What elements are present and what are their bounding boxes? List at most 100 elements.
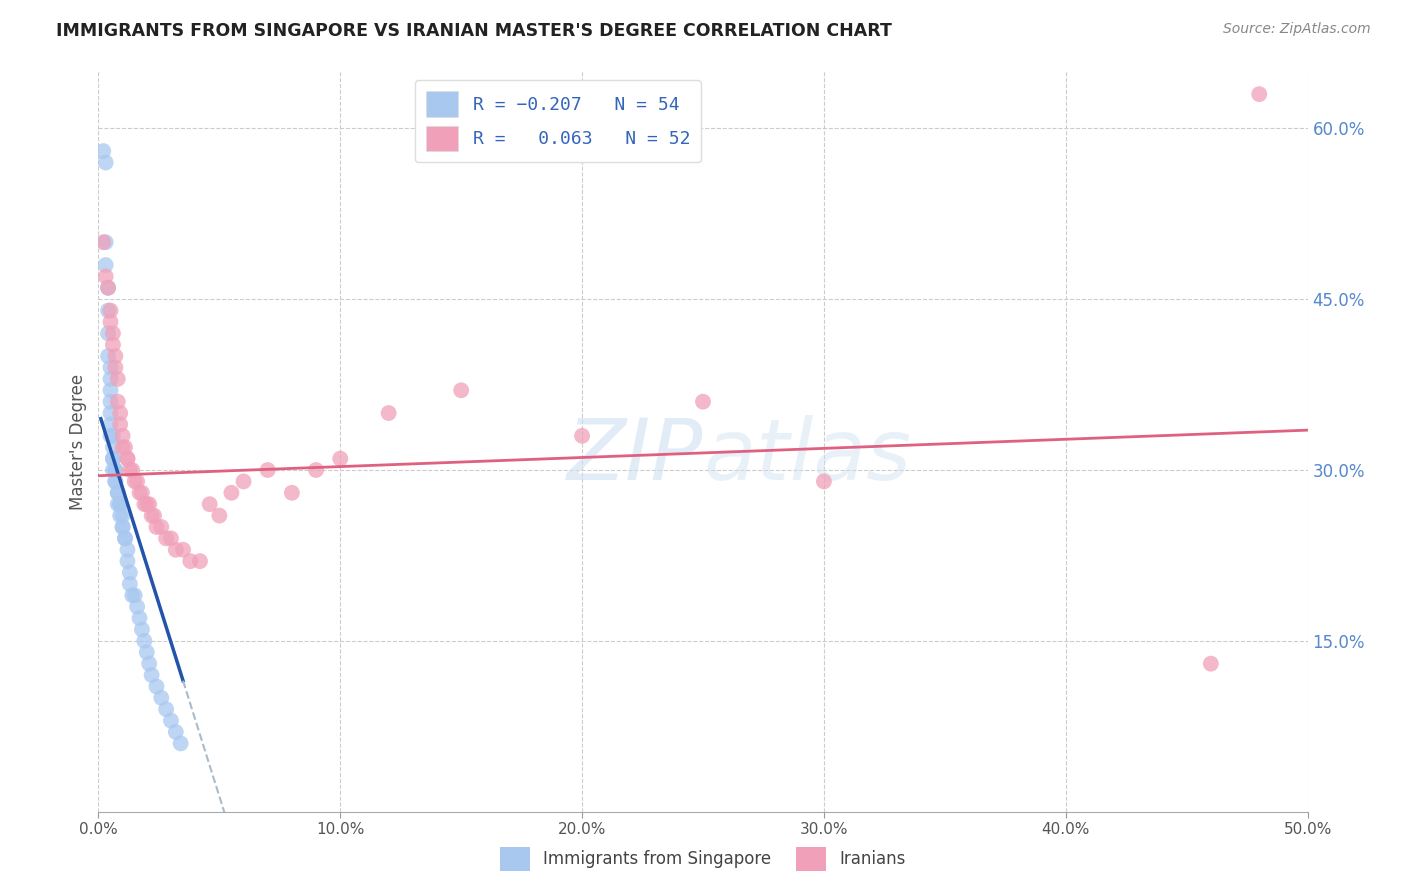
Point [108,406,131,420]
Point [91,144,114,158]
Point [111,520,134,534]
Point [97,281,120,295]
Point [100,315,122,329]
Point [118,577,141,591]
Point [114,440,136,454]
Point [121,463,143,477]
Point [145,680,167,694]
Point [117,542,139,557]
Point [111,440,134,454]
Point [305,463,328,477]
Point [160,532,183,546]
Text: IMMIGRANTS FROM SINGAPORE VS IRANIAN MASTER'S DEGREE CORRELATION CHART: IMMIGRANTS FROM SINGAPORE VS IRANIAN MAS… [56,22,893,40]
Point [108,497,131,511]
Point [97,281,120,295]
Point [107,485,129,500]
Text: atlas: atlas [703,415,911,498]
Point [141,508,163,523]
Point [117,451,139,466]
Point [208,508,231,523]
Point [232,475,254,489]
Point [107,497,129,511]
Point [100,429,122,443]
Point [813,475,835,489]
Point [131,485,153,500]
Point [104,360,127,375]
Point [155,532,177,546]
Point [101,451,124,466]
Point [179,554,201,568]
Point [100,384,122,398]
Point [117,451,139,466]
Point [104,463,127,477]
Point [118,463,141,477]
Point [1199,657,1222,671]
Point [101,326,124,341]
Point [571,429,593,443]
Point [117,554,139,568]
Point [172,542,194,557]
Point [111,508,134,523]
Point [108,417,131,432]
Point [169,736,191,750]
Point [100,406,122,420]
Point [101,463,124,477]
Point [138,497,160,511]
Point [124,588,146,602]
Point [104,475,127,489]
Point [128,611,150,625]
Point [101,337,124,351]
Point [256,463,278,477]
Point [131,623,153,637]
Point [107,372,129,386]
Point [188,554,211,568]
Point [114,532,136,546]
Point [107,394,129,409]
Point [121,588,143,602]
Point [100,360,122,375]
Point [377,406,399,420]
Point [155,702,177,716]
Point [127,599,149,614]
Legend: Immigrants from Singapore, Iranians: Immigrants from Singapore, Iranians [492,839,914,880]
Point [101,440,124,454]
Point [221,485,243,500]
Point [198,497,221,511]
Point [101,451,124,466]
Point [104,475,127,489]
Point [145,520,167,534]
Point [101,429,124,443]
Point [118,566,141,580]
Point [141,668,163,682]
Point [107,485,129,500]
Point [127,475,149,489]
Point [104,463,127,477]
Point [97,303,120,318]
Y-axis label: Master's Degree: Master's Degree [69,374,87,509]
Point [104,349,127,363]
Point [111,520,134,534]
Point [1249,87,1271,102]
Point [94,258,117,272]
Point [94,235,117,250]
Text: ZIP: ZIP [567,415,703,498]
Point [281,485,304,500]
Point [97,326,120,341]
Point [329,451,352,466]
Point [165,542,187,557]
Point [143,508,166,523]
Point [124,475,146,489]
Point [94,155,117,169]
Point [111,429,134,443]
Point [160,714,183,728]
Point [150,690,173,705]
Point [692,394,714,409]
Legend: R = −0.207   N = 54, R =   0.063   N = 52: R = −0.207 N = 54, R = 0.063 N = 52 [415,80,702,162]
Point [134,497,156,511]
Point [100,394,122,409]
Point [100,417,122,432]
Point [135,645,157,659]
Point [100,303,122,318]
Point [108,497,131,511]
Point [108,508,131,523]
